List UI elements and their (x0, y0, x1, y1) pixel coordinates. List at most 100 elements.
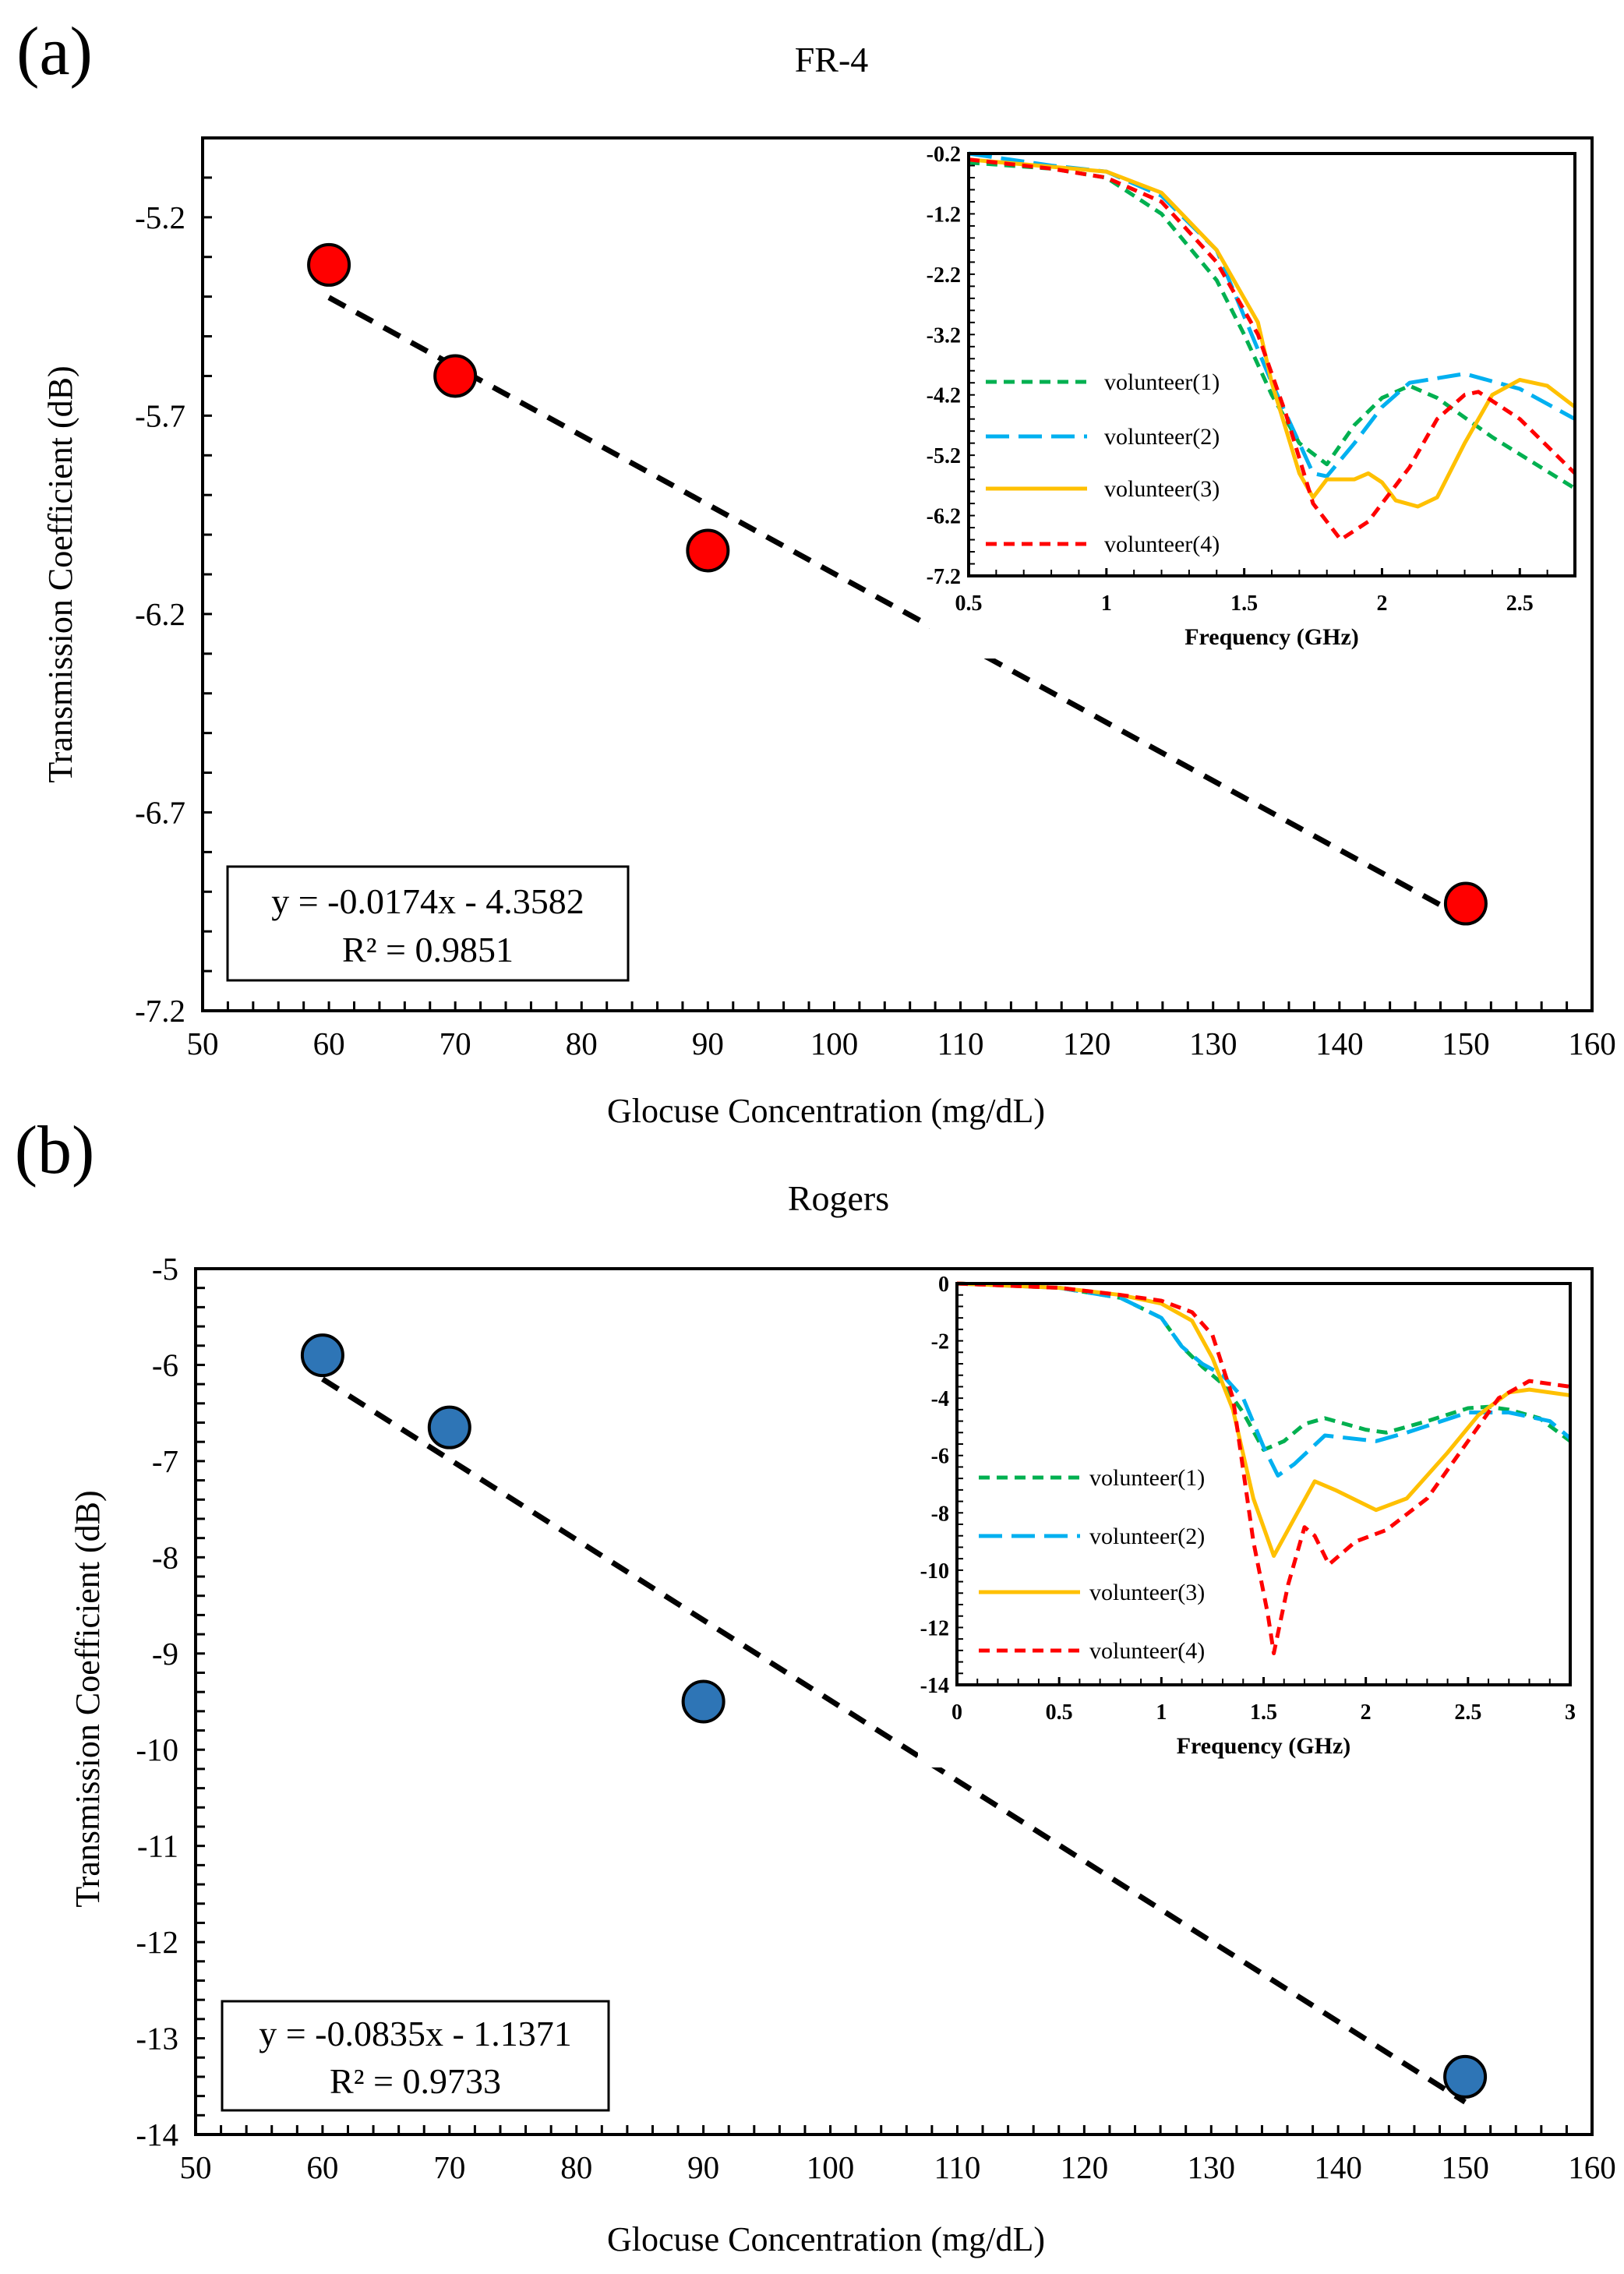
data-point (686, 528, 730, 573)
x-tick-label: 120 (1063, 1026, 1111, 1061)
inset-y-tick-label: -3.2 (927, 323, 961, 348)
y-tick-label: -5 (152, 1251, 178, 1287)
inset-frame (955, 1282, 1572, 1686)
legend-label: volunteer(1) (1104, 369, 1220, 395)
inset-series-line (968, 161, 1576, 490)
inset-x-tick-label: 1 (1156, 1700, 1167, 1725)
y-tick-label: -14 (136, 2117, 178, 2152)
chart-title: FR-4 (795, 40, 869, 79)
inset-y-tick-label: -4 (931, 1387, 949, 1411)
panel-label: (a) (16, 14, 93, 90)
x-tick-label: 100 (810, 1026, 859, 1061)
y-tick-label: -7.2 (135, 993, 185, 1029)
x-tick-label: 150 (1441, 2149, 1489, 2185)
y-tick-label: -12 (136, 1924, 178, 1960)
y-tick-label: -7 (152, 1443, 178, 1479)
legend-label: volunteer(3) (1104, 476, 1220, 502)
main-plot: 50 60 70 80 90 100 110 120 130 140 150 160 -7.2 -6.7 -… (135, 136, 1616, 1061)
y-tick-label: -11 (137, 1828, 178, 1864)
y-tick-label: -5.2 (135, 200, 185, 235)
panel-a-fr4: 50 60 70 80 90 100 110 120 130 140 150 160 -7.2 -6.7 -… (16, 14, 1616, 1130)
inset-series-line (956, 1281, 1571, 1655)
inset-y-tick-label: -5.2 (927, 444, 961, 468)
x-tick-label: 50 (180, 2149, 212, 2185)
inset-x-tick-label: 2.5 (1454, 1700, 1481, 1725)
x-tick-label: 150 (1442, 1026, 1490, 1061)
y-tick-label: -6.7 (135, 794, 185, 830)
r-squared: R² = 0.9733 (330, 2061, 501, 2101)
inset-x-tick-label: 1.5 (1250, 1700, 1277, 1725)
inset-background (930, 143, 1586, 659)
data-point (427, 1405, 471, 1449)
inset-y-tick-label: -2.2 (927, 263, 961, 288)
inset-y-tick-label: -8 (931, 1502, 949, 1526)
inset-plot: 0 0.5 1 1.5 2 2.5 3 0 -2 -4 -6 -8 -10 -12 -14 Frequency… (918, 1273, 1581, 1767)
panel-b-rogers: 50 60 70 80 90 100 110 120 130 140 150 160-14-13-12… (15, 1113, 1616, 2258)
inset-y-tick-label: -12 (920, 1616, 949, 1640)
data-point (681, 1679, 726, 1724)
inset-series-line (956, 1281, 1571, 1558)
x-axis-label: Glocuse Concentration (mg/dL) (607, 1092, 1045, 1130)
inset-x-tick-label: 1.5 (1230, 591, 1258, 616)
x-tick-label: 160 (1568, 2149, 1616, 2185)
inset-y-tick-label: -14 (920, 1674, 949, 1698)
x-tick-label: 110 (934, 2149, 980, 2185)
inset-y-tick-label: -0.2 (927, 143, 961, 167)
x-tick-label: 60 (313, 1026, 345, 1061)
x-tick-label: 140 (1314, 2149, 1362, 2185)
inset-x-tick-label: 3 (1565, 1700, 1576, 1725)
inset-y-tick-label: -10 (920, 1559, 949, 1584)
inset-x-axis-label: Frequency (GHz) (1184, 624, 1359, 650)
data-point (300, 1333, 344, 1378)
x-axis-label: Glocuse Concentration (mg/dL) (607, 2220, 1045, 2258)
inset-frame (967, 152, 1576, 577)
inset-x-tick-label: 1 (1101, 591, 1112, 616)
y-axis-label: Transmission Coefficient (dB) (69, 1490, 107, 1907)
inset-x-axis-label: Frequency (GHz) (1177, 1733, 1351, 1759)
inset-x-tick-label: 0 (951, 1700, 962, 1725)
chart-title: Rogers (788, 1178, 889, 1218)
inset-y-tick-label: -6.2 (927, 505, 961, 529)
y-tick-label: -6 (152, 1347, 178, 1382)
y-tick-label: -8 (152, 1539, 178, 1575)
x-tick-label: 70 (440, 1026, 471, 1061)
x-tick-label: 110 (937, 1026, 984, 1061)
data-point (433, 354, 478, 398)
plot-frame (194, 1267, 1594, 2136)
inset-y-tick-label: -6 (931, 1445, 949, 1469)
trendline (321, 1376, 1467, 2105)
trendline-equation: y = -0.0174x - 4.3582 (271, 881, 584, 921)
x-tick-label: 90 (692, 1026, 724, 1061)
x-tick-label: 120 (1061, 2149, 1109, 2185)
equation-box (226, 865, 630, 982)
inset-y-tick-label: -1.2 (927, 203, 961, 227)
y-tick-label: -9 (152, 1636, 178, 1672)
inset-x-tick-label: 0.5 (1046, 1700, 1073, 1725)
main-plot: 50 60 70 80 90 100 110 120 130 140 150 160-14-13-12… (136, 1251, 1615, 2185)
x-tick-label: 50 (187, 1026, 219, 1061)
x-tick-label: 160 (1568, 1026, 1616, 1061)
data-point (1443, 2054, 1488, 2099)
inset-x-tick-label: 0.5 (955, 591, 983, 616)
x-tick-label: 80 (560, 2149, 592, 2185)
data-point (1443, 881, 1488, 926)
y-tick-label: -6.2 (135, 596, 185, 632)
legend-label: volunteer(4) (1104, 531, 1220, 557)
y-tick-label: -5.7 (135, 397, 185, 433)
inset-series-line (968, 157, 1576, 542)
inset-x-tick-label: 2 (1376, 591, 1387, 616)
legend-label: volunteer(4) (1089, 1638, 1205, 1664)
y-tick-label: -13 (136, 2021, 178, 2057)
panel-label: (b) (15, 1113, 95, 1188)
legend-label: volunteer(2) (1104, 424, 1220, 450)
inset-x-tick-label: 2 (1361, 1700, 1372, 1725)
r-squared: R² = 0.9851 (342, 930, 514, 969)
y-axis-label: Transmission Coefficient (dB) (41, 365, 79, 782)
x-tick-label: 90 (687, 2149, 719, 2185)
inset-y-tick-label: -2 (931, 1330, 949, 1354)
inset-y-tick-label: 0 (938, 1273, 949, 1297)
x-tick-label: 130 (1189, 1026, 1237, 1061)
x-tick-label: 130 (1188, 2149, 1236, 2185)
legend-label: volunteer(1) (1089, 1465, 1205, 1491)
